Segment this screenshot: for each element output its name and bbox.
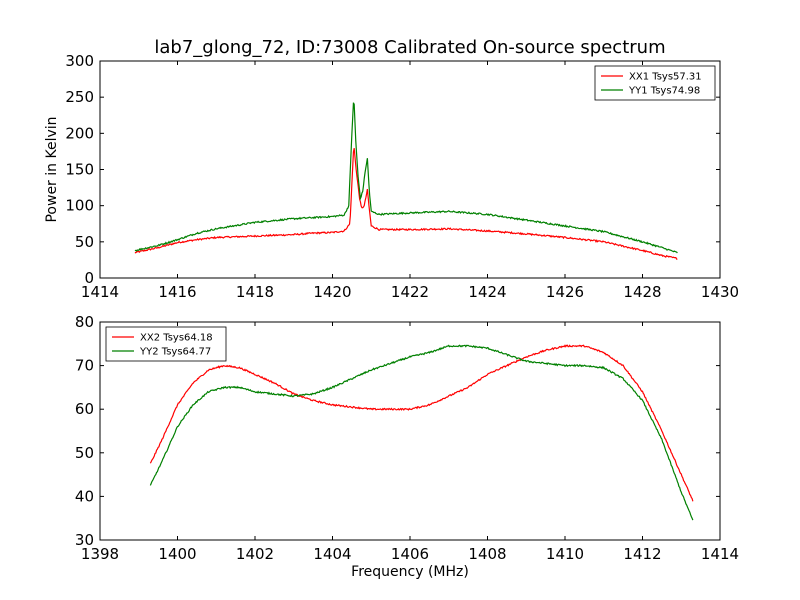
y-tick-label: 50: [75, 233, 94, 251]
y-tick-label: 80: [75, 313, 94, 331]
x-tick-label: 1414: [81, 283, 119, 301]
legend-entry: XX2 Tsys64.18: [140, 333, 213, 344]
plots-group: 1414 1416 1418 1420 1422 1424 1426 1428 14300501…: [44, 52, 739, 580]
y-tick-label: 200: [65, 124, 94, 142]
series-line-2-2: [149, 344, 694, 521]
series-line-1-1: [134, 148, 678, 260]
x-tick-label: 1422: [391, 283, 429, 301]
x-tick-label: 1426: [546, 283, 584, 301]
legend: XX1 Tsys57.31 YY1 Tsys74.98: [594, 65, 716, 101]
x-tick-label: 1424: [468, 283, 506, 301]
x-tick-label: 1406: [391, 545, 429, 563]
x-tick-label: 1404: [313, 545, 351, 563]
x-tick-label: 1420: [313, 283, 351, 301]
legend-box: [594, 65, 716, 101]
y-tick-label: 40: [75, 487, 94, 505]
x-tick-label: 1410: [546, 545, 584, 563]
y-tick-label: 60: [75, 400, 94, 418]
y-tick-label: 30: [75, 531, 94, 549]
y-tick-label: 0: [84, 269, 94, 287]
x-tick-label: 1398: [81, 545, 119, 563]
y-axis-label: Power in Kelvin: [44, 116, 60, 222]
legend-entry: YY1 Tsys74.98: [628, 86, 700, 97]
legend-entry: YY2 Tsys64.77: [139, 347, 211, 358]
y-tick-label: 250: [65, 88, 94, 106]
x-tick-label: 1428: [623, 283, 661, 301]
x-tick-label: 1402: [236, 545, 274, 563]
y-tick-label: 300: [65, 52, 94, 70]
y-tick-label: 100: [65, 197, 94, 215]
x-tick-label: 1412: [623, 545, 661, 563]
subplot-2: 1398 1400 1402 1404 1406 1408 1410 1412 1414 30 40…: [75, 313, 739, 580]
figure-title: lab7_glong_72, ID:73008 Calibrated On-so…: [154, 37, 665, 58]
x-tick-label: 1416: [158, 283, 196, 301]
legend: XX2 Tsys64.18 YY2 Tsys64.77: [105, 326, 227, 362]
legend-box: [105, 326, 227, 362]
y-tick-label: 70: [75, 357, 94, 375]
y-tick-label: 150: [65, 161, 94, 179]
x-axis-label: Frequency (MHz): [351, 564, 469, 580]
legend-entry: XX1 Tsys57.31: [629, 72, 702, 83]
x-tick-label: 1430: [701, 283, 739, 301]
x-tick-label: 1414: [701, 545, 739, 563]
series-line-2-1: [149, 344, 694, 502]
x-tick-label: 1400: [158, 545, 196, 563]
y-tick-label: 50: [75, 444, 94, 462]
series-line-1-2: [134, 102, 678, 254]
subplot-1: 1414 1416 1418 1420 1422 1424 1426 1428 1430 0 50 1…: [44, 52, 739, 301]
x-tick-label: 1418: [236, 283, 274, 301]
x-tick-label: 1408: [468, 545, 506, 563]
